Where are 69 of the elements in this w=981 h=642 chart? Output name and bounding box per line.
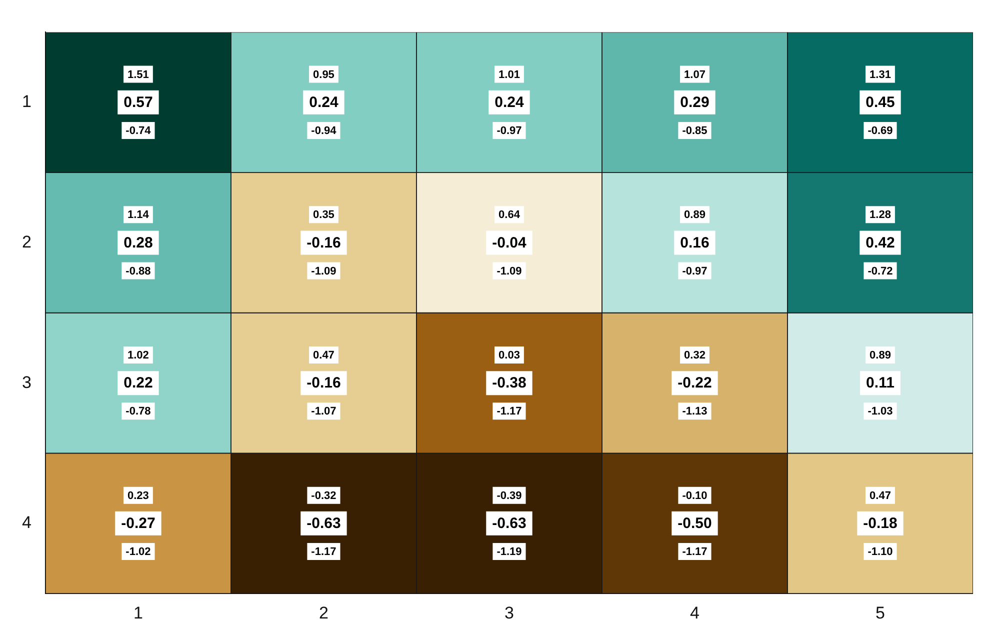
data-label: -0.16	[306, 234, 341, 252]
data-label: 0.42	[866, 234, 895, 252]
x-tick-label: 3	[504, 603, 514, 622]
data-label: 0.16	[680, 234, 710, 252]
annotation: -1.03	[868, 406, 893, 418]
annotation: 0.95	[313, 68, 334, 81]
annotation: 1.51	[128, 68, 149, 81]
annotation: 0.35	[313, 209, 334, 222]
data-label: 0.45	[866, 94, 895, 112]
annotation: 1.02	[128, 350, 149, 362]
annotation: -1.07	[311, 406, 336, 418]
data-label: -0.27	[121, 515, 156, 532]
annotation: -0.78	[126, 406, 151, 418]
annotation: -0.32	[311, 490, 336, 502]
annotation: -0.69	[868, 124, 893, 137]
annotation: 0.89	[684, 209, 706, 222]
annotation: 1.07	[684, 68, 706, 81]
annotation: -1.09	[496, 265, 522, 278]
x-tick-label: 4	[690, 603, 700, 622]
annotation: 0.47	[870, 490, 891, 502]
annotation: -1.17	[682, 546, 708, 558]
data-label: -0.04	[492, 234, 527, 252]
annotation: -0.72	[868, 265, 893, 278]
annotation: 1.14	[128, 209, 150, 222]
annotation: 1.28	[870, 209, 891, 222]
y-tick-label: 3	[22, 372, 32, 392]
annotation: 0.32	[684, 350, 706, 362]
data-label: -0.18	[863, 515, 898, 532]
data-label: -0.50	[678, 515, 712, 532]
data-label: 0.28	[124, 234, 153, 252]
x-tick-label: 5	[876, 603, 885, 622]
data-label: 0.11	[866, 374, 894, 392]
annotation: -0.97	[682, 265, 708, 278]
annotation: -1.17	[496, 406, 522, 418]
annotation: -1.17	[311, 546, 336, 558]
annotation: 0.03	[498, 350, 520, 362]
annotation: -1.19	[496, 546, 522, 558]
x-tick-label: 1	[133, 603, 143, 622]
annotation: 0.47	[313, 350, 334, 362]
x-tick-label: 2	[318, 603, 328, 622]
data-label: -0.63	[306, 515, 341, 532]
annotation: -0.10	[682, 490, 708, 502]
data-label: -0.22	[678, 374, 712, 392]
data-label: 0.22	[124, 374, 153, 392]
annotation: -0.94	[311, 124, 338, 137]
annotation: -1.13	[682, 406, 708, 418]
data-label: 0.24	[494, 94, 524, 112]
data-label: 0.57	[124, 94, 153, 112]
annotation: -0.39	[496, 490, 522, 502]
annotation: -0.97	[496, 124, 522, 137]
data-label: -0.63	[492, 515, 526, 532]
y-tick-label: 2	[22, 232, 32, 252]
annotation: 0.23	[128, 490, 149, 502]
annotation: -1.02	[126, 546, 151, 558]
annotation: -0.85	[682, 124, 708, 137]
annotation: 0.89	[870, 350, 891, 362]
annotation: -1.10	[868, 546, 893, 558]
annotation: 1.01	[498, 68, 520, 81]
annotation: -0.88	[126, 265, 151, 278]
data-label: -0.38	[492, 374, 526, 392]
y-tick-label: 4	[22, 513, 32, 532]
data-label: 0.24	[309, 94, 339, 112]
annotation: -0.74	[126, 124, 152, 137]
annotation: -1.09	[311, 265, 336, 278]
annotation: 1.31	[870, 68, 891, 81]
y-tick-label: 1	[22, 92, 32, 112]
annotation: 0.64	[498, 209, 521, 222]
data-label: -0.16	[306, 374, 341, 392]
data-label: 0.29	[680, 94, 710, 112]
